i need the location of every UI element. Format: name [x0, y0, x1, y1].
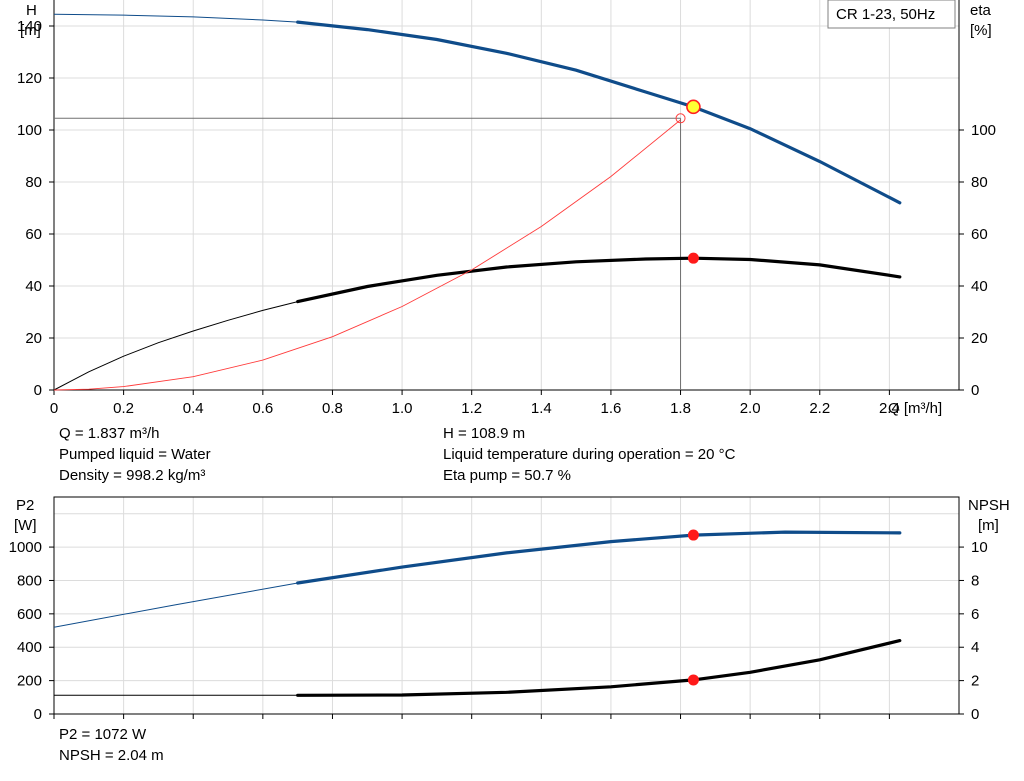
head-axis-unit: [m]: [20, 22, 41, 39]
system-curve-line: [53, 119, 681, 391]
bottom-right-tick-label: 8: [971, 572, 979, 589]
p2-axis-label: P2: [16, 497, 34, 514]
top-x-tick-label: 1.0: [392, 400, 413, 417]
head-readout: H = 108.9 m: [443, 425, 526, 442]
top-left-tick-label: 20: [25, 330, 42, 347]
eta-axis-unit: [%]: [970, 22, 992, 39]
density-readout: Density = 998.2 kg/m³: [59, 467, 206, 484]
p2-readout: P2 = 1072 W: [59, 726, 147, 743]
top-x-tick-label: 2.2: [809, 400, 830, 417]
bottom-series-0-extrapolated: [53, 582, 298, 628]
bottom-left-tick-label: 800: [17, 572, 42, 589]
top-left-tick-label: 120: [17, 70, 42, 87]
bottom-frame: [53, 496, 960, 715]
bottom-left-tick-label: 400: [17, 639, 42, 656]
top-right-tick-label: 80: [971, 174, 988, 191]
head-efficiency-chart: 0 20 40 60 80 100 120 140 0 20 40 60 80 100 0 0.2 0.4 0.6…: [17, 0, 996, 417]
bottom-right-tick-label: 10: [971, 539, 988, 556]
bottom-right-tick-label: 2: [971, 673, 979, 690]
npsh-axis-unit: [m]: [978, 517, 999, 534]
head-duty-point: [686, 99, 701, 115]
top-series-0-extrapolated: [53, 13, 298, 23]
p2-axis-unit: [W]: [14, 517, 37, 534]
bottom-series-1-line: [296, 639, 902, 697]
legend-box: [827, 0, 956, 29]
top-series-1-line: [296, 256, 902, 304]
npsh-readout: NPSH = 2.04 m: [59, 747, 164, 764]
top-left-tick-label: 80: [25, 174, 42, 191]
eta-readout: Eta pump = 50.7 %: [443, 467, 571, 484]
p2-duty-point: [687, 529, 699, 541]
top-x-tick-label: 0.4: [183, 400, 204, 417]
top-x-tick-label: 2.4: [879, 400, 900, 417]
eta-axis-label: eta: [970, 2, 992, 19]
top-left-tick-label: 140: [17, 18, 42, 35]
power-npsh-chart: 0 200 400 600 800 1000 0 2 4 6 8 10 P2 [W] NPSH [m]: [9, 496, 1010, 723]
head-axis-label: H: [26, 2, 37, 19]
top-right-tick-label: 0: [971, 382, 979, 399]
x-axis-label: Q [m³/h]: [888, 400, 942, 417]
flow-readout: Q = 1.837 m³/h: [59, 425, 160, 442]
npsh-axis-label: NPSH: [968, 497, 1010, 514]
bottom-right-tick-label: 0: [971, 706, 979, 723]
top-left-tick-label: 40: [25, 278, 42, 295]
pumped-liquid-readout: Pumped liquid = Water: [59, 446, 211, 463]
top-right-tick-label: 100: [971, 122, 996, 139]
npsh-duty-point: [687, 674, 699, 686]
top-x-tick-label: 0: [50, 400, 58, 417]
top-right-tick-label: 20: [971, 330, 988, 347]
bottom-left-tick-label: 1000: [9, 539, 42, 556]
top-left-tick-label: 100: [17, 122, 42, 139]
legend-entry: CR 1-23, 50Hz: [836, 6, 935, 23]
top-series-1-extrapolated: [53, 301, 298, 391]
top-x-tick-label: 1.6: [600, 400, 621, 417]
system-curve-point: [675, 113, 686, 124]
top-series-0-line: [296, 20, 902, 205]
bottom-series-0-line: [296, 530, 902, 585]
top-left-tick-label: 0: [34, 382, 42, 399]
top-x-tick-label: 1.8: [670, 400, 691, 417]
bottom-left-tick-label: 600: [17, 606, 42, 623]
temperature-readout: Liquid temperature during operation = 20…: [443, 446, 736, 463]
top-left-tick-label: 60: [25, 226, 42, 243]
top-x-tick-label: 1.4: [531, 400, 552, 417]
top-x-tick-label: 1.2: [461, 400, 482, 417]
bottom-right-tick-label: 6: [971, 606, 979, 623]
bottom-left-tick-label: 200: [17, 673, 42, 690]
top-right-tick-label: 40: [971, 278, 988, 295]
eta-duty-point: [687, 252, 699, 264]
bottom-left-tick-label: 0: [34, 706, 42, 723]
top-x-tick-label: 0.6: [252, 400, 273, 417]
bottom-right-tick-label: 4: [971, 639, 979, 656]
top-x-tick-label: 2.0: [740, 400, 761, 417]
top-x-tick-label: 0.2: [113, 400, 134, 417]
top-right-tick-label: 60: [971, 226, 988, 243]
top-x-tick-label: 0.8: [322, 400, 343, 417]
